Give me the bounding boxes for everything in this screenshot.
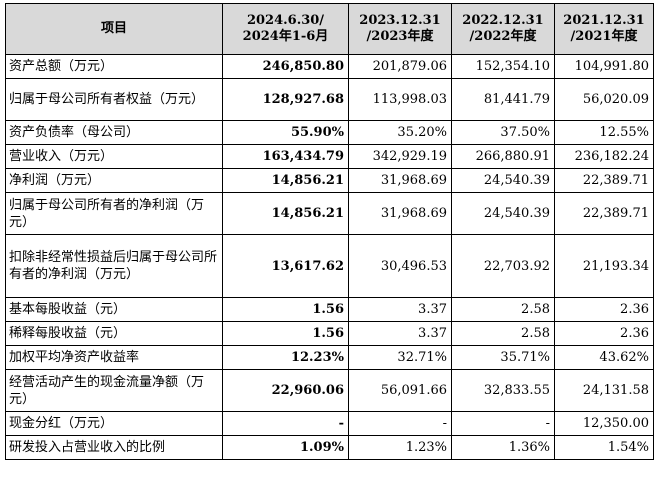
cell-value: 35.71% (451, 345, 555, 370)
cell-value: 1.56 (222, 297, 349, 322)
row-label: 现金分红（万元） (5, 411, 223, 436)
row-label: 加权平均净资产收益率 (5, 345, 223, 370)
cell-value: 2.36 (554, 297, 654, 322)
cell-value: 236,182.24 (554, 144, 654, 169)
header-row: 项目 2024.6.30/2024年1-6月 2023.12.31/2023年度 20… (5, 3, 654, 55)
cell-value: 128,927.68 (222, 78, 349, 121)
cell-value: 163,434.79 (222, 144, 349, 169)
cell-value: 55.90% (222, 120, 349, 145)
cell-value: - (348, 411, 452, 436)
table-row: 资产总额（万元） 246,850.80 201,879.06 152,354.10 10… (5, 54, 654, 79)
cell-value: 35.20% (348, 120, 452, 145)
cell-value: 43.62% (554, 345, 654, 370)
cell-value: 30,496.53 (348, 234, 452, 298)
cell-value: 31,968.69 (348, 192, 452, 235)
table-row: 经营活动产生的现金流量净额（万元） 22,960.06 56,091.66 32,83… (5, 369, 654, 412)
row-label: 归属于母公司所有者的净利润（万元） (5, 192, 223, 235)
cell-value: 3.37 (348, 297, 452, 322)
table-row: 研发投入占营业收入的比例 1.09% 1.23% 1.36% 1.54% (5, 435, 654, 460)
row-label: 基本每股收益（元） (5, 297, 223, 322)
cell-value: 3.37 (348, 321, 452, 346)
cell-value: 12.23% (222, 345, 349, 370)
cell-value: 2.58 (451, 297, 555, 322)
cell-value: - (451, 411, 555, 436)
cell-value: 266,880.91 (451, 144, 555, 169)
table-row: 稀释每股收益（元） 1.56 3.37 2.58 2.36 (5, 321, 654, 346)
table-row: 扣除非经常性损益后归属于母公司所有者的净利润（万元） 13,617.62 30,49… (5, 234, 654, 298)
row-label: 研发投入占营业收入的比例 (5, 435, 223, 460)
cell-value: 342,929.19 (348, 144, 452, 169)
table-row: 归属于母公司所有者权益（万元） 128,927.68 113,998.03 81,44… (5, 78, 654, 121)
cell-value: 1.09% (222, 435, 349, 460)
header-item: 项目 (5, 3, 223, 55)
row-label: 资产负债率（母公司） (5, 120, 223, 145)
row-label: 资产总额（万元） (5, 54, 223, 79)
table-row: 加权平均净资产收益率 12.23% 32.71% 35.71% 43.62% (5, 345, 654, 370)
header-period-3: 2022.12.31/2022年度 (451, 3, 555, 55)
cell-value: 24,131.58 (554, 369, 654, 412)
table-row: 净利润（万元） 14,856.21 31,968.69 24,540.39 22,389… (5, 168, 654, 193)
table-row: 资产负债率（母公司） 55.90% 35.20% 37.50% 12.55% (5, 120, 654, 145)
table-body: 资产总额（万元） 246,850.80 201,879.06 152,354.10 10… (5, 54, 654, 460)
financial-table-container: 项目 2024.6.30/2024年1-6月 2023.12.31/2023年度 20… (5, 3, 654, 460)
cell-value: 56,020.09 (554, 78, 654, 121)
cell-value: 32.71% (348, 345, 452, 370)
cell-value: - (222, 411, 349, 436)
cell-value: 31,968.69 (348, 168, 452, 193)
cell-value: 2.58 (451, 321, 555, 346)
row-label: 净利润（万元） (5, 168, 223, 193)
cell-value: 32,833.55 (451, 369, 555, 412)
row-label: 经营活动产生的现金流量净额（万元） (5, 369, 223, 412)
cell-value: 14,856.21 (222, 168, 349, 193)
cell-value: 37.50% (451, 120, 555, 145)
row-label: 营业收入（万元） (5, 144, 223, 169)
header-period-4: 2021.12.31/2021年度 (554, 3, 654, 55)
cell-value: 246,850.80 (222, 54, 349, 79)
cell-value: 22,389.71 (554, 168, 654, 193)
cell-value: 1.23% (348, 435, 452, 460)
row-label: 稀释每股收益（元） (5, 321, 223, 346)
cell-value: 12,350.00 (554, 411, 654, 436)
cell-value: 1.56 (222, 321, 349, 346)
row-label: 归属于母公司所有者权益（万元） (5, 78, 223, 121)
cell-value: 56,091.66 (348, 369, 452, 412)
cell-value: 24,540.39 (451, 168, 555, 193)
cell-value: 113,998.03 (348, 78, 452, 121)
cell-value: 22,960.06 (222, 369, 349, 412)
cell-value: 13,617.62 (222, 234, 349, 298)
row-label: 扣除非经常性损益后归属于母公司所有者的净利润（万元） (5, 234, 223, 298)
financial-indicators-table: 项目 2024.6.30/2024年1-6月 2023.12.31/2023年度 20… (5, 3, 654, 460)
header-period-2: 2023.12.31/2023年度 (348, 3, 452, 55)
cell-value: 22,389.71 (554, 192, 654, 235)
cell-value: 104,991.80 (554, 54, 654, 79)
table-row: 营业收入（万元） 163,434.79 342,929.19 266,880.91 23… (5, 144, 654, 169)
cell-value: 14,856.21 (222, 192, 349, 235)
cell-value: 22,703.92 (451, 234, 555, 298)
table-row: 基本每股收益（元） 1.56 3.37 2.58 2.36 (5, 297, 654, 322)
cell-value: 81,441.79 (451, 78, 555, 121)
cell-value: 1.54% (554, 435, 654, 460)
cell-value: 12.55% (554, 120, 654, 145)
cell-value: 21,193.34 (554, 234, 654, 298)
header-period-1: 2024.6.30/2024年1-6月 (222, 3, 349, 55)
cell-value: 24,540.39 (451, 192, 555, 235)
cell-value: 152,354.10 (451, 54, 555, 79)
cell-value: 2.36 (554, 321, 654, 346)
table-header: 项目 2024.6.30/2024年1-6月 2023.12.31/2023年度 20… (5, 3, 654, 55)
cell-value: 201,879.06 (348, 54, 452, 79)
table-row: 归属于母公司所有者的净利润（万元） 14,856.21 31,968.69 24,54… (5, 192, 654, 235)
cell-value: 1.36% (451, 435, 555, 460)
table-row: 现金分红（万元） - - -12,350.00 (5, 411, 654, 436)
